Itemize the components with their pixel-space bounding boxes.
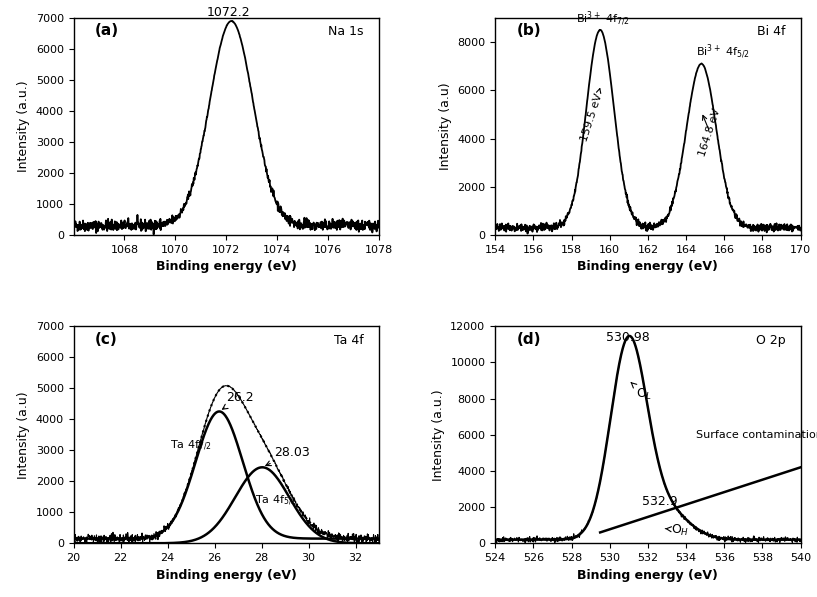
Text: Surface contamination: Surface contamination (695, 430, 817, 441)
Text: 159.5 eV: 159.5 eV (579, 88, 604, 143)
Text: Ta 4f$_{5/2}$: Ta 4f$_{5/2}$ (256, 494, 297, 508)
Text: Bi$^{3+}$ 4f$_{7/2}$: Bi$^{3+}$ 4f$_{7/2}$ (576, 9, 630, 27)
Text: Ta 4f$_{7/2}$: Ta 4f$_{7/2}$ (170, 439, 212, 453)
Text: Na 1s: Na 1s (328, 25, 364, 38)
Text: O$_L$: O$_L$ (631, 383, 652, 402)
Text: 26.2: 26.2 (222, 390, 254, 409)
X-axis label: Binding energy (eV): Binding energy (eV) (156, 568, 297, 581)
Text: (c): (c) (95, 331, 118, 346)
Text: (a): (a) (95, 23, 119, 38)
Y-axis label: Intensity (a.u.): Intensity (a.u.) (431, 389, 444, 481)
X-axis label: Binding energy (eV): Binding energy (eV) (578, 568, 718, 581)
Text: (d): (d) (516, 331, 541, 346)
Text: Bi 4f: Bi 4f (757, 25, 785, 38)
Y-axis label: Intensity (a.u): Intensity (a.u) (17, 391, 30, 479)
Text: 28.03: 28.03 (266, 447, 310, 466)
Text: O$_H$: O$_H$ (665, 522, 689, 538)
Text: 530.98: 530.98 (605, 331, 650, 344)
Text: O 2p: O 2p (756, 334, 785, 346)
Text: Bi$^{3+}$ 4f$_{5/2}$: Bi$^{3+}$ 4f$_{5/2}$ (695, 42, 749, 61)
X-axis label: Binding energy (eV): Binding energy (eV) (578, 260, 718, 273)
Text: Ta 4f: Ta 4f (334, 334, 364, 346)
X-axis label: Binding energy (eV): Binding energy (eV) (156, 260, 297, 273)
Y-axis label: Intensity (a.u): Intensity (a.u) (439, 82, 452, 170)
Text: 532.9: 532.9 (641, 496, 677, 508)
Text: 1072.2: 1072.2 (207, 7, 251, 19)
Text: (b): (b) (516, 23, 541, 38)
Y-axis label: Intensity (a.u.): Intensity (a.u.) (17, 81, 30, 173)
Text: 164.8 eV: 164.8 eV (698, 107, 722, 158)
